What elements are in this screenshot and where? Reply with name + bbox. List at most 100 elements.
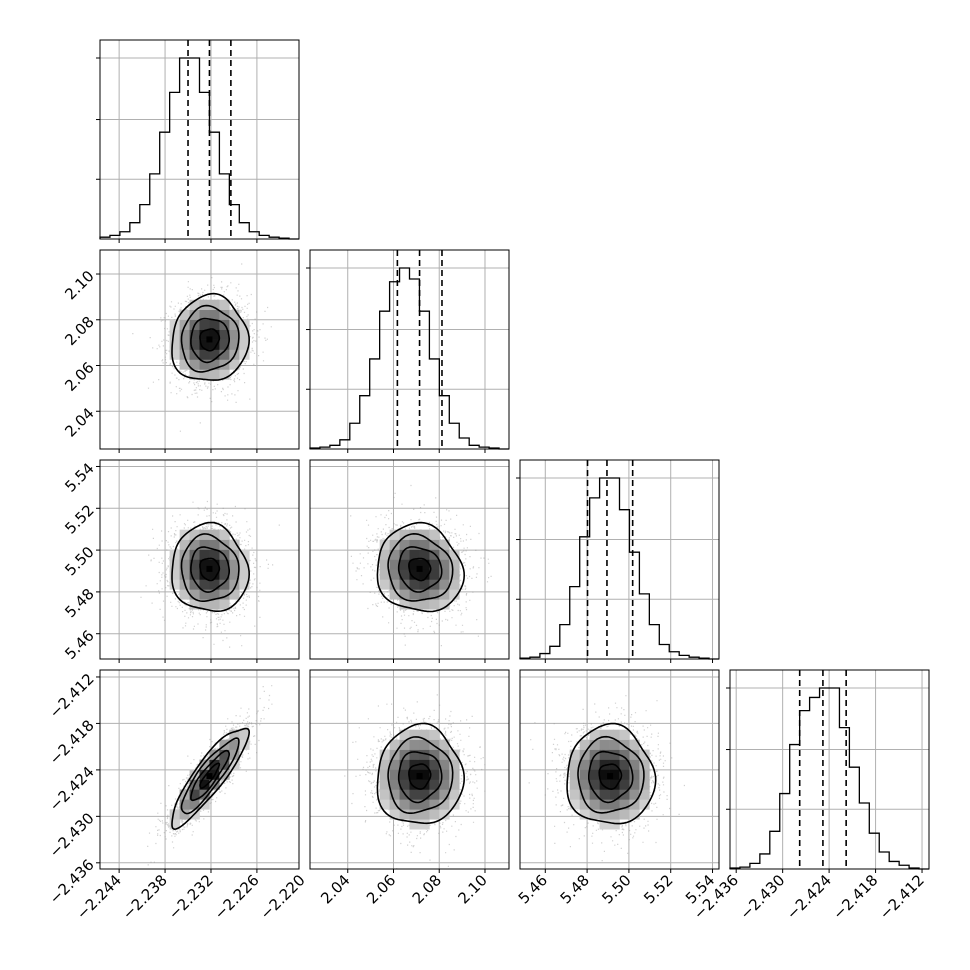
y-tick-label: 5.48 (61, 585, 97, 621)
density-cell (609, 749, 620, 760)
density-cell (399, 589, 410, 600)
density-cell (179, 559, 190, 570)
density-cell (399, 809, 410, 820)
density-cell (209, 299, 220, 310)
density-cell (219, 369, 230, 380)
density-cell (429, 759, 440, 770)
density-cell (389, 549, 400, 560)
density-cell (619, 729, 630, 740)
y-tick-label: 2.10 (61, 267, 97, 303)
density-cell (409, 729, 420, 740)
density-cell (219, 349, 230, 360)
density-cell (399, 579, 410, 590)
density-cell (409, 599, 420, 610)
density-cell (399, 549, 410, 560)
density-cell (409, 559, 420, 570)
density-cell (389, 589, 400, 600)
density-cell (619, 809, 630, 820)
density-cell (219, 559, 230, 570)
density-cell (179, 799, 190, 810)
density-cell (389, 529, 400, 540)
x-tick-label: 2.10 (454, 871, 490, 907)
density-cell (409, 529, 420, 540)
density-cell (629, 749, 640, 760)
contour-line (171, 521, 251, 612)
panel-frame (309, 669, 510, 870)
y-tick-label: 2.06 (61, 358, 97, 394)
density-cell (409, 569, 420, 580)
contour-line (577, 735, 645, 814)
density-cell (639, 749, 650, 760)
density-cell (609, 809, 620, 820)
density-cell (379, 789, 390, 800)
density-cell (239, 329, 250, 340)
density-cell (199, 369, 210, 380)
density-panel (309, 459, 510, 660)
density-cell (229, 729, 240, 740)
density-cell (569, 779, 580, 790)
density-cell (609, 819, 620, 830)
x-tick-label: −2.418 (829, 871, 881, 923)
density-cell (189, 599, 200, 610)
density-panel (99, 249, 300, 450)
density-cell (419, 799, 430, 810)
density-cell (619, 749, 630, 760)
density-cell (219, 599, 230, 610)
density-cell (589, 759, 600, 770)
density-cell (409, 799, 420, 810)
density-cell (389, 579, 400, 590)
density-cell (449, 749, 460, 760)
density-cell (589, 789, 600, 800)
contour-line (566, 722, 657, 825)
density-cell (209, 359, 220, 370)
density-cell (399, 779, 410, 790)
density-cell (219, 329, 230, 340)
x-tick-label: −2.430 (736, 871, 788, 923)
density-cell (239, 729, 250, 740)
density-cell (619, 779, 630, 790)
density-cell (439, 539, 450, 550)
density-cell (379, 549, 390, 560)
density-cell (609, 769, 620, 780)
density-cell (599, 769, 610, 780)
density-cell (599, 809, 610, 820)
density-cell (389, 569, 400, 580)
contour-line (397, 751, 443, 804)
density-peak (416, 565, 423, 572)
density-cell (419, 569, 430, 580)
density-cell (569, 769, 580, 780)
x-tick-label: 5.46 (515, 871, 551, 907)
density-cell (409, 779, 420, 790)
density-cell (409, 579, 420, 590)
density-cell (599, 789, 610, 800)
histogram-steps (729, 687, 929, 870)
density-cell (389, 539, 400, 550)
density-cell (449, 789, 460, 800)
x-tick-label: −2.220 (257, 871, 309, 923)
density-cell (579, 739, 590, 750)
contour-line (376, 722, 466, 825)
density-cell (389, 759, 400, 770)
density-cell (439, 579, 450, 590)
density-cell (439, 759, 450, 770)
density-cell (419, 819, 430, 830)
density-cell (189, 589, 200, 600)
density-cell (189, 369, 200, 380)
density-cell (639, 799, 650, 810)
y-tick-label: 5.46 (61, 627, 97, 663)
density-cell (429, 799, 440, 810)
density-cell (629, 809, 640, 820)
density-cell (599, 749, 610, 760)
density-cell (569, 759, 580, 770)
density-cell (199, 589, 210, 600)
density-cell (429, 589, 440, 600)
density-cell (449, 779, 460, 790)
density-cell (589, 739, 600, 750)
histogram-steps (99, 57, 299, 240)
density-cell (189, 569, 200, 580)
density-cell (449, 589, 460, 600)
density-cell (389, 559, 400, 570)
density-cell (379, 749, 390, 760)
density-cell (179, 589, 190, 600)
y-tick-label: 2.08 (61, 313, 97, 349)
